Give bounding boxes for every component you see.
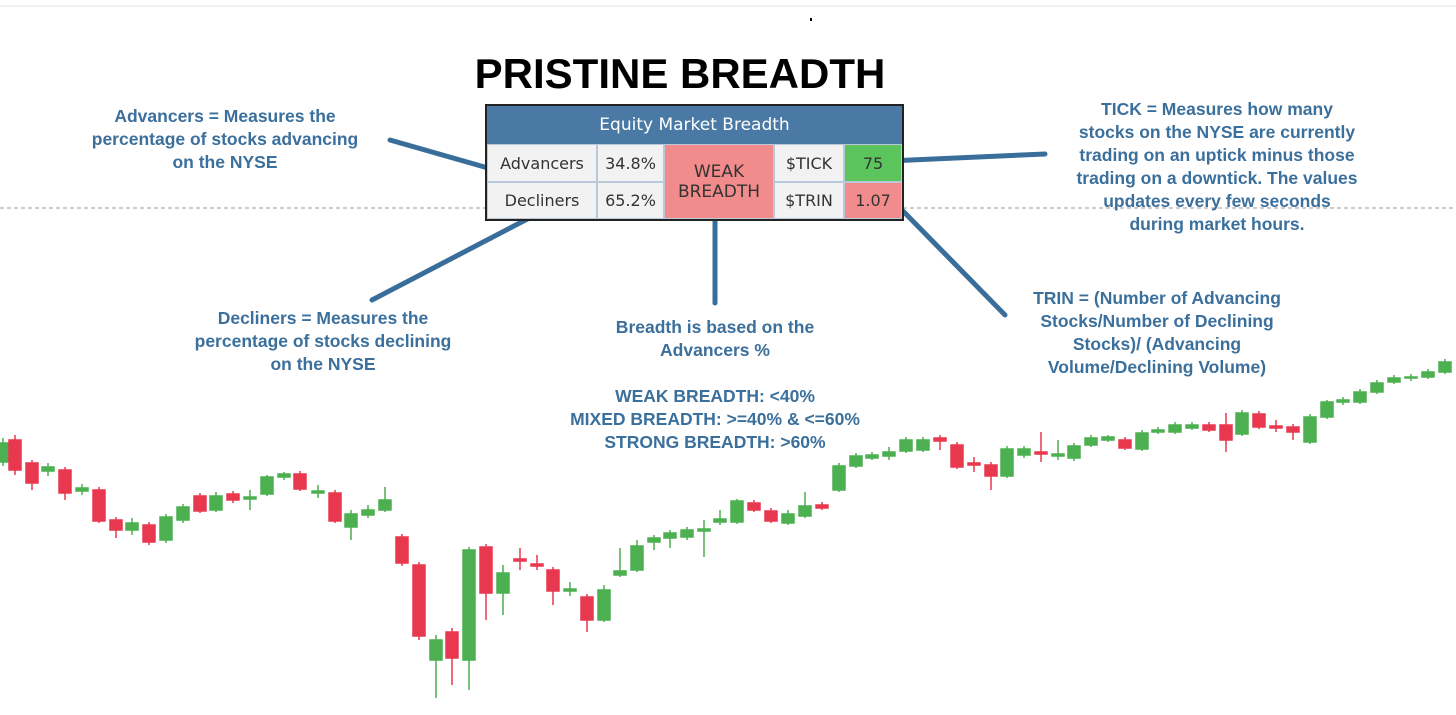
- tick-value: 75: [844, 144, 902, 182]
- arrow: [387, 137, 491, 171]
- note-line: TICK = Measures how many: [1101, 99, 1333, 119]
- note-line: updates every few seconds: [1103, 191, 1331, 211]
- note-line: STRONG BREADTH: >60%: [604, 432, 826, 452]
- status-cell: WEAK BREADTH: [664, 144, 774, 219]
- breadth-table: Equity Market Breadth Advancers 34.8% De…: [485, 104, 904, 221]
- title: PRISTINE BREADTH: [474, 50, 886, 97]
- note-line: on the NYSE: [270, 354, 376, 374]
- trin-value: 1.07: [844, 182, 902, 219]
- percent-cell: 34.8%: [597, 144, 664, 182]
- arrow: [897, 205, 1008, 318]
- green-candles: [0, 359, 1452, 698]
- note-line: Volume/Declining Volume): [1047, 357, 1267, 377]
- note-line: trading on an uptick minus those: [1079, 145, 1355, 165]
- advancers-note: Advancers = Measures the percentage of s…: [92, 105, 358, 174]
- note-line: Advancers %: [660, 340, 770, 360]
- row-label: Decliners: [487, 182, 597, 219]
- row-label: $TICK: [774, 144, 844, 182]
- note-line: Breadth is based on the: [615, 317, 815, 337]
- red-candles: [8, 411, 1300, 685]
- note-line: Stocks)/ (Advancing: [1072, 334, 1242, 354]
- note-line: during market hours.: [1129, 214, 1305, 234]
- note-line: WEAK BREADTH: <40%: [615, 386, 815, 406]
- decliners-note: Decliners = Measures the percentage of s…: [195, 307, 452, 376]
- arrow: [885, 151, 1048, 164]
- note-line: stocks on the NYSE are currently: [1078, 122, 1356, 142]
- note-line: Stocks/Number of Declining: [1040, 311, 1274, 331]
- row-label: $TRIN: [774, 182, 844, 219]
- note-line: MIXED BREADTH: >=40% & <=60%: [570, 409, 860, 429]
- note-line: Decliners = Measures the: [217, 308, 429, 328]
- note-line: on the NYSE: [172, 152, 278, 172]
- arrow: [369, 211, 540, 303]
- table-header: Equity Market Breadth: [487, 106, 902, 144]
- percent-cell: 65.2%: [597, 182, 664, 219]
- trin-note: TRIN = (Number of Advancing Stocks/Numbe…: [1033, 287, 1281, 379]
- note-line: Advancers = Measures the: [114, 106, 336, 126]
- note-line: percentage of stocks declining: [194, 331, 452, 351]
- note-line: TRIN = (Number of Advancing: [1033, 288, 1281, 308]
- tick-note: TICK = Measures how many stocks on the N…: [1076, 98, 1357, 236]
- note-line: trading on a downtick. The values: [1076, 168, 1358, 188]
- dot: [810, 18, 812, 21]
- note-line: percentage of stocks advancing: [91, 129, 359, 149]
- row-label: Advancers: [487, 144, 597, 182]
- arrows: [369, 137, 1048, 318]
- breadth-note: Breadth is based on the Advancers % WEAK…: [570, 316, 860, 454]
